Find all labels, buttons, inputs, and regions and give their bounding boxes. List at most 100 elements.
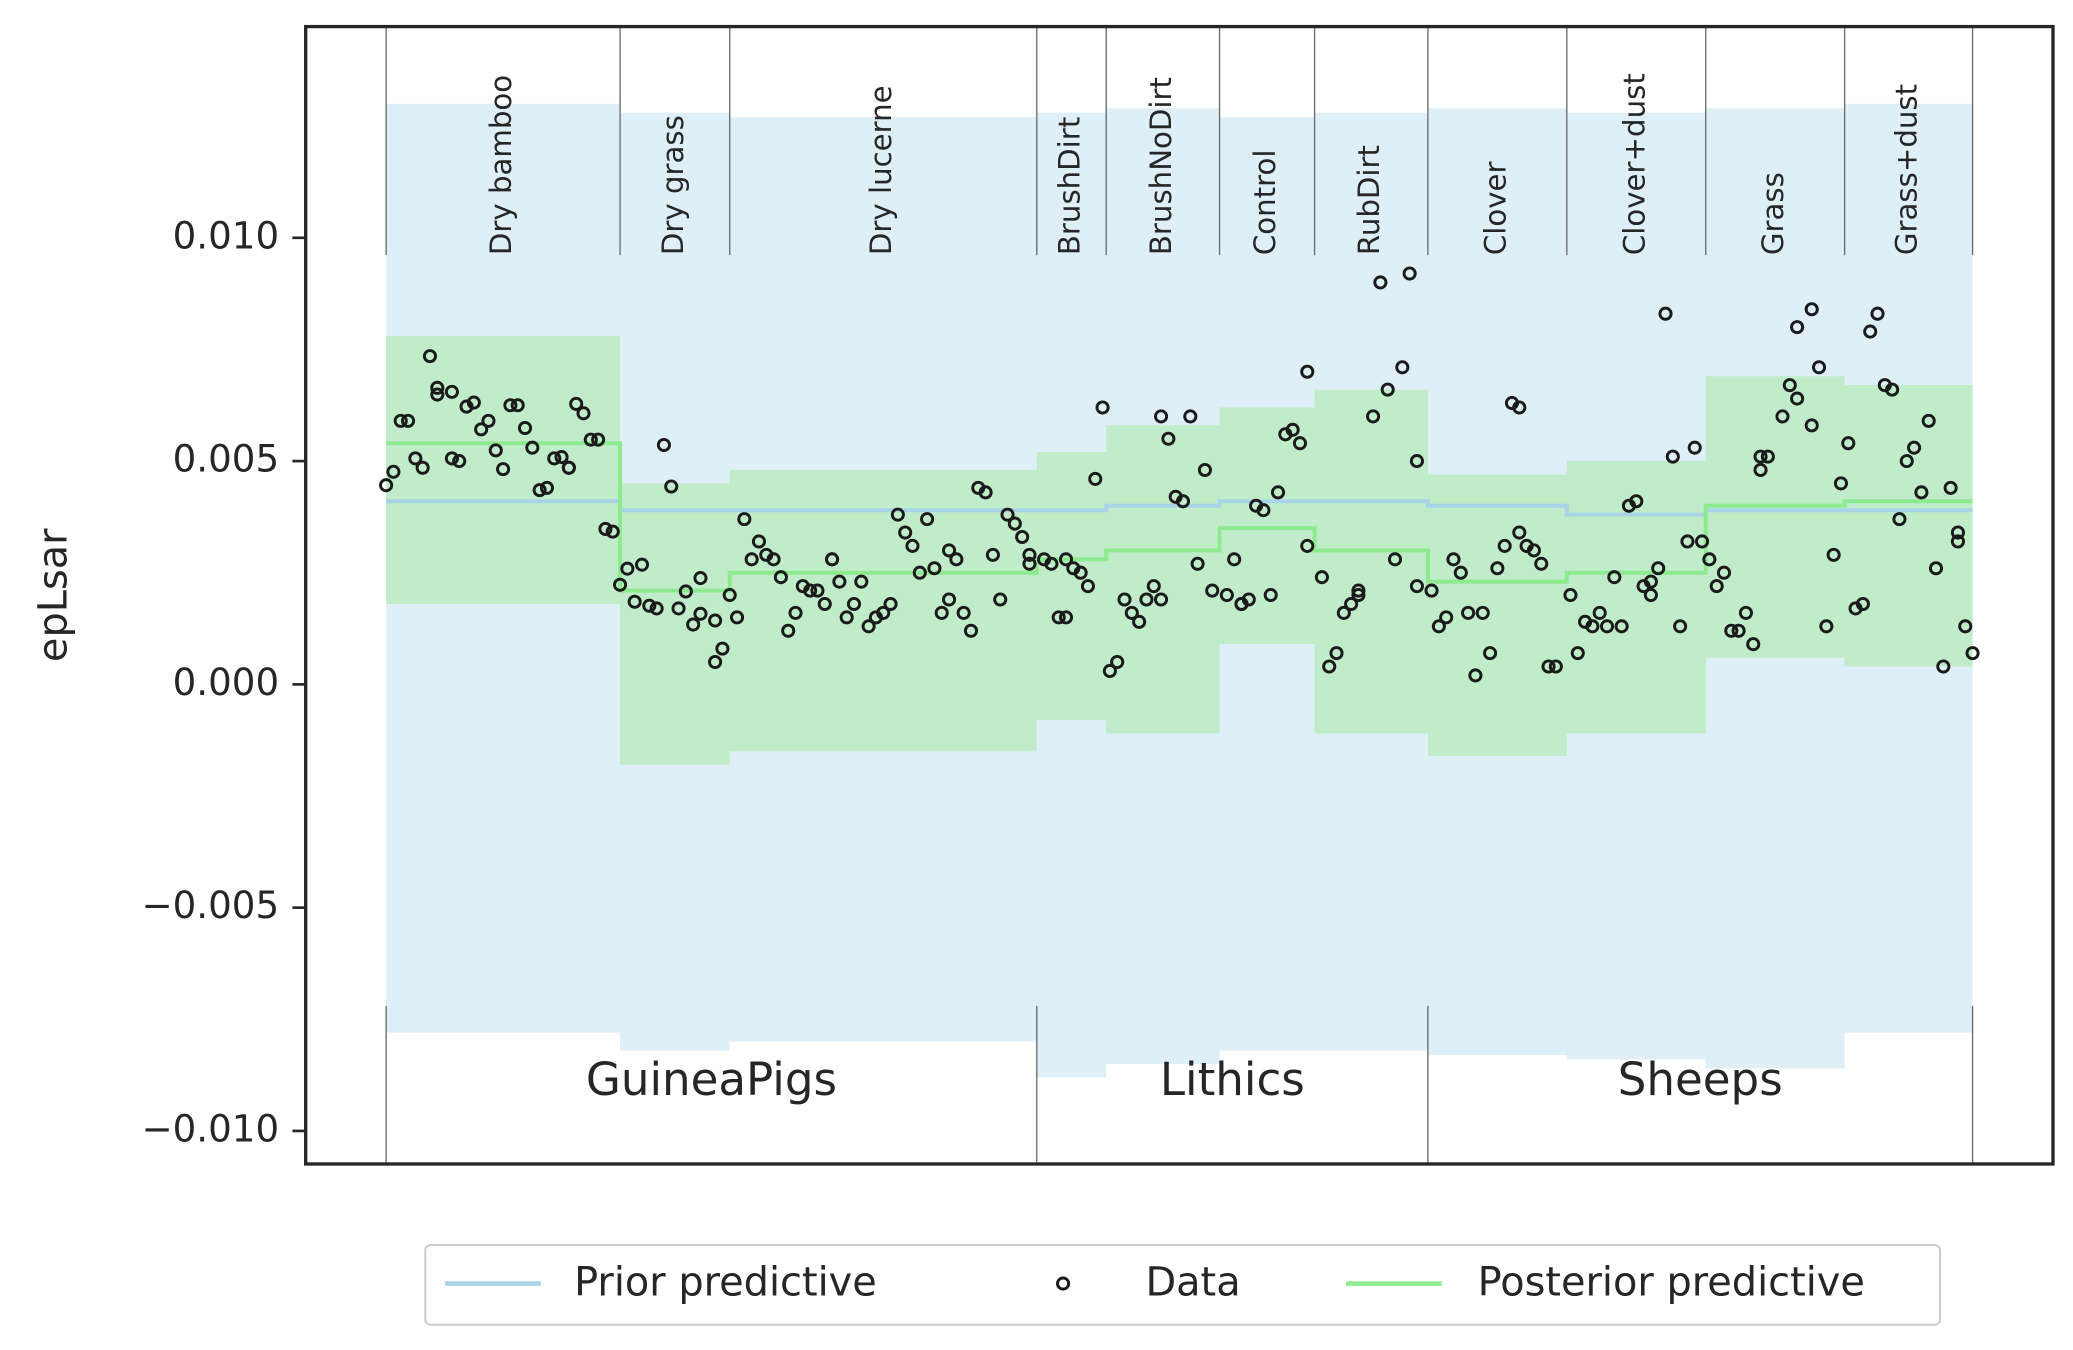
data-point <box>1921 413 1936 428</box>
data-point <box>481 413 496 428</box>
data-point <box>634 557 650 572</box>
data-point <box>1643 574 1658 589</box>
data-point <box>510 398 525 413</box>
data-point <box>1139 592 1154 607</box>
data-point <box>678 584 693 599</box>
data-point <box>1863 324 1878 339</box>
data-point <box>1914 485 1929 500</box>
data-point <box>1285 422 1300 437</box>
data-point <box>613 577 628 592</box>
data-point <box>1855 596 1870 612</box>
data-point <box>1080 579 1095 594</box>
data-point <box>1760 449 1775 464</box>
data-point <box>956 605 971 620</box>
data-point <box>401 413 416 428</box>
data-point <box>1665 449 1680 464</box>
data-point <box>1380 382 1395 397</box>
legend-label: Posterior predictive <box>1478 1259 1865 1305</box>
data-point <box>1724 623 1739 638</box>
data-point <box>1205 583 1220 598</box>
axes-frame <box>304 24 2055 1166</box>
outer-group-label: GuineaPigs <box>586 1053 837 1106</box>
data-point <box>1534 556 1549 571</box>
data-point <box>430 387 445 402</box>
data-point <box>1132 614 1147 629</box>
data-point <box>503 398 518 413</box>
data-point <box>1716 565 1732 580</box>
y-axis-label: epLsar <box>30 528 76 662</box>
data-point <box>1314 570 1329 585</box>
data-point <box>898 525 913 540</box>
group-label: Dry bamboo <box>484 75 518 255</box>
data-point <box>1892 512 1907 527</box>
data-point <box>766 552 781 567</box>
data-point <box>1819 619 1834 634</box>
predictive-mean-line <box>386 441 1973 593</box>
data-point <box>561 460 576 475</box>
data-point <box>1424 583 1439 598</box>
data-point <box>1490 561 1505 576</box>
data-point <box>1329 646 1344 661</box>
data-point <box>1782 378 1797 393</box>
data-point <box>1804 418 1819 433</box>
data-point <box>576 406 591 421</box>
data-point <box>934 605 949 620</box>
data-point <box>817 596 832 612</box>
data-point <box>656 437 671 453</box>
group-label: BrushDirt <box>1053 117 1087 255</box>
data-point <box>1790 391 1805 406</box>
data-point <box>408 451 423 466</box>
data-point <box>1826 547 1841 562</box>
data-point <box>1124 605 1139 620</box>
data-point <box>942 543 957 558</box>
data-point <box>715 641 730 656</box>
legend-label: Prior predictive <box>574 1259 877 1305</box>
data-point <box>554 450 569 465</box>
data-point <box>693 606 708 621</box>
data-point <box>890 507 905 522</box>
data-point <box>1154 409 1169 424</box>
data-point <box>598 521 613 537</box>
data-point <box>1366 409 1381 424</box>
data-point <box>1651 561 1666 576</box>
data-point <box>1746 637 1761 652</box>
data-point <box>1219 588 1234 603</box>
data-point <box>1263 588 1278 603</box>
data-point <box>1300 364 1315 379</box>
data-point <box>1270 485 1286 500</box>
data-point <box>1439 610 1454 625</box>
data-point <box>1395 360 1410 375</box>
data-point <box>569 396 584 411</box>
data-point <box>1058 610 1074 625</box>
data-point <box>1548 659 1563 674</box>
data-point <box>1753 462 1768 478</box>
data-point <box>927 561 942 576</box>
data-point <box>825 552 840 567</box>
data-point <box>1950 525 1965 540</box>
y-tick-label: −0.010 <box>141 1106 279 1150</box>
data-point <box>1738 605 1753 620</box>
data-point <box>810 583 825 598</box>
data-point <box>832 574 847 589</box>
group-label: Clover <box>1478 160 1512 255</box>
data-point <box>1146 579 1161 594</box>
data-point <box>1453 565 1468 580</box>
data-point <box>1461 605 1476 620</box>
data-point <box>861 619 876 634</box>
data-point <box>803 583 818 598</box>
data-point <box>1088 471 1103 486</box>
data-point <box>1907 440 1922 455</box>
data-point <box>773 570 788 585</box>
data-point <box>1073 565 1088 580</box>
data-point <box>876 605 891 620</box>
data-point <box>1753 449 1768 464</box>
data-point <box>1570 646 1585 661</box>
data-point <box>517 420 533 436</box>
data-point <box>1044 556 1059 571</box>
data-point <box>1607 570 1622 585</box>
data-point <box>1007 516 1022 531</box>
group-label: Grass <box>1756 172 1790 255</box>
group-label: Clover+dust <box>1617 73 1651 255</box>
data-point <box>905 538 920 553</box>
